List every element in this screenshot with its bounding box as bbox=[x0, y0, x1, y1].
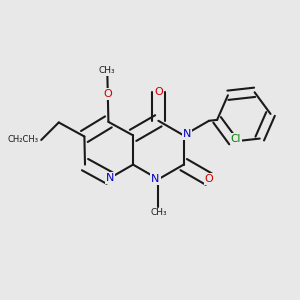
Text: O: O bbox=[154, 87, 163, 97]
Text: N: N bbox=[182, 129, 191, 139]
Text: CH₃: CH₃ bbox=[150, 208, 167, 217]
Text: N: N bbox=[151, 174, 160, 184]
Text: O: O bbox=[205, 174, 213, 184]
Text: O: O bbox=[103, 89, 112, 99]
Text: Cl: Cl bbox=[231, 134, 241, 144]
Text: CH₂CH₃: CH₂CH₃ bbox=[7, 136, 38, 145]
Text: CH₃: CH₃ bbox=[99, 66, 116, 75]
Text: N: N bbox=[106, 173, 114, 183]
